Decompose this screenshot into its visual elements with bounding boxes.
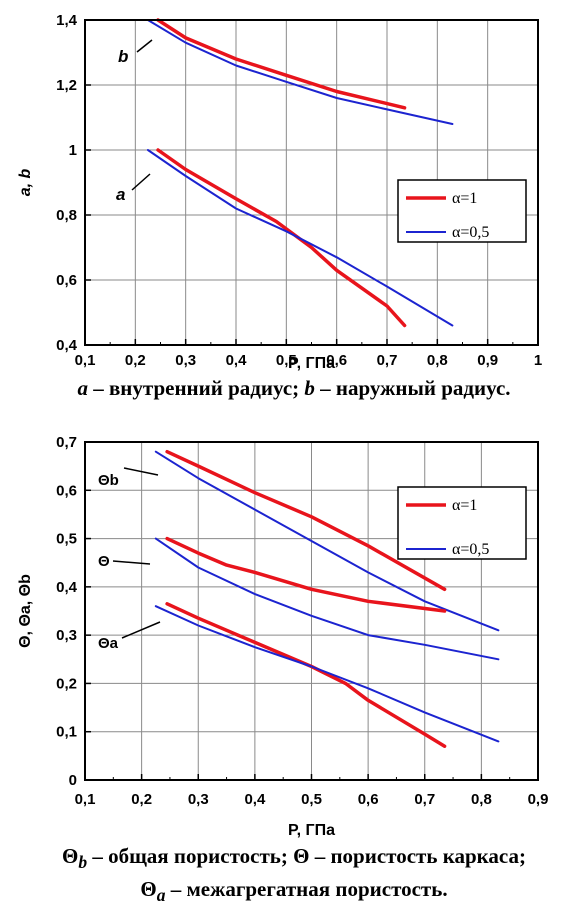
x-tick-label: 0,6 [326, 352, 347, 369]
series-line-b [146, 19, 454, 125]
y-tick-label: 1 [69, 142, 77, 159]
caption-theta-a-symbol: Θ [140, 877, 157, 902]
annotation-leader [136, 39, 153, 53]
annotation-leader [123, 467, 159, 476]
x-axis-label: P, ГПа [288, 822, 335, 839]
x-tick-label: 0,3 [188, 791, 209, 808]
caption-radius: a – внутренний радиус; b – наружный ради… [0, 375, 588, 402]
y-tick-label: 0,6 [56, 272, 77, 289]
x-tick-label: 1 [534, 352, 542, 369]
series-line-Θa [154, 605, 500, 743]
caption-line1-text: – общая пористость; Θ – пористость карка… [87, 844, 527, 868]
y-tick-label: 0,2 [56, 675, 77, 692]
legend-box [397, 486, 527, 560]
y-tick-label: 0,8 [56, 207, 77, 224]
y-tick-label: 0,7 [56, 434, 77, 451]
x-tick-label: 0,4 [226, 352, 248, 369]
y-tick-label: 0,4 [56, 579, 78, 596]
y-axis-label: Θ, Θa, Θb [17, 574, 34, 648]
x-tick-label: 0,2 [125, 352, 146, 369]
y-tick-label: 0 [69, 772, 77, 789]
series-line-Θb [154, 450, 500, 632]
legend-label: α=0,5 [452, 541, 489, 558]
annotation-label: Θa [98, 635, 119, 652]
caption-theta-b-symbol: Θ [61, 844, 79, 868]
annotation-label: a [116, 185, 125, 204]
x-tick-label: 0,5 [276, 352, 297, 369]
chart-radius: 0,1 0,2 0,3 0,4 0,5 0,6 0,7 0,8 0,9 1 0,4 0,6 0,8 1 1,… [17, 12, 542, 372]
plot-frame [84, 441, 539, 781]
y-tick-label: 1,2 [56, 77, 77, 94]
caption-porosity-line1: Θb – общая пористость; Θ – пористость ка… [0, 843, 588, 876]
caption-a-symbol: a [77, 376, 88, 400]
series-line-b [156, 18, 407, 110]
series-line-Θa [165, 602, 447, 748]
caption-porosity-line2: Θa – межагрегатная пористость. [0, 876, 588, 909]
caption-b-text: – наружный радиус. [314, 376, 511, 400]
y-tick-label: 0,6 [56, 482, 77, 499]
y-tick-label: 0,3 [56, 627, 77, 644]
chart-porosity: 0,1 0,2 0,3 0,4 0,5 0,6 0,7 0,8 0,9 0 0,1 0,2 0,3 0,4… [17, 434, 549, 839]
caption-porosity: Θb – общая пористость; Θ – пористость ка… [0, 843, 588, 909]
series-line-a [146, 149, 454, 327]
y-tick-label: 0,1 [56, 724, 77, 741]
y-tick-label: 0,4 [56, 337, 78, 354]
x-tick-label: 0,1 [75, 791, 96, 808]
plot-frame [84, 19, 539, 346]
annotation-label: b [118, 47, 128, 66]
caption-a-text: – внутренний радиус; [87, 376, 305, 400]
caption-theta-b-sub: b [78, 852, 88, 873]
x-tick-label: 0,3 [175, 352, 196, 369]
caption-line2-text: – межагрегатная пористость. [165, 877, 448, 902]
legend-label: α=1 [452, 190, 477, 207]
legend-label: α=1 [452, 497, 477, 514]
x-tick-label: 0,7 [377, 352, 398, 369]
series-line-Θb [165, 449, 447, 592]
annotation-leader [121, 621, 161, 639]
x-tick-label: 0,7 [414, 791, 435, 808]
x-tick-label: 0,4 [244, 791, 266, 808]
x-tick-label: 0,2 [131, 791, 152, 808]
x-tick-label: 0,9 [477, 352, 498, 369]
x-tick-label: 0,9 [528, 791, 549, 808]
annotation-leader [131, 173, 151, 191]
caption-theta-a-sub: a [156, 885, 166, 906]
legend-label: α=0,5 [452, 224, 489, 241]
caption-b-symbol: b [304, 376, 315, 400]
annotation-leader [112, 560, 151, 565]
series-line-Θ [154, 537, 500, 661]
x-tick-label: 0,8 [427, 352, 448, 369]
annotation-label: Θ [98, 553, 110, 570]
x-tick-label: 0,5 [301, 791, 322, 808]
x-axis-label: P, ГПа [288, 355, 335, 372]
x-tick-label: 0,8 [471, 791, 492, 808]
y-axis-label: a, b [17, 168, 34, 196]
y-tick-label: 1,4 [56, 12, 78, 29]
y-tick-label: 0,5 [56, 531, 77, 548]
annotation-label: Θb [98, 472, 119, 489]
x-tick-label: 0,6 [358, 791, 379, 808]
x-tick-label: 0,1 [75, 352, 96, 369]
series-line-Θ [165, 536, 447, 613]
